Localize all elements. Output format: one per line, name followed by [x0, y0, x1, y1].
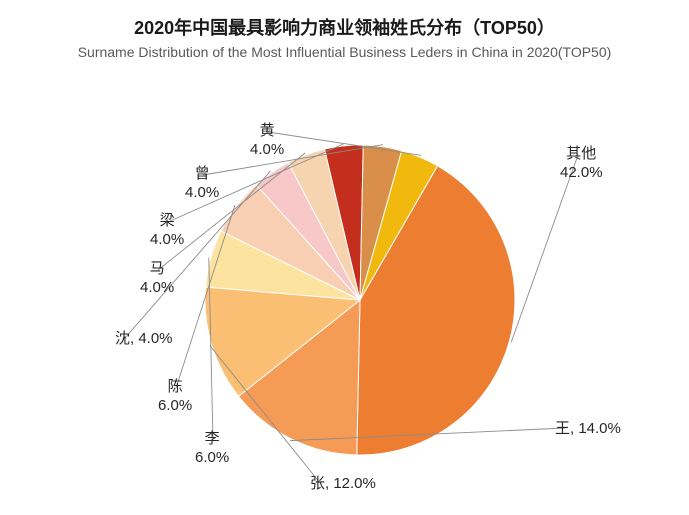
- slice-label: 李6.0%: [195, 430, 229, 468]
- slice-label: 曾4.0%: [185, 165, 219, 203]
- slice-label: 梁4.0%: [150, 212, 184, 250]
- slice-label: 其他42.0%: [560, 145, 603, 183]
- slice-label: 沈, 4.0%: [115, 330, 173, 349]
- slice-label: 黄4.0%: [250, 122, 284, 160]
- leader-line: [511, 155, 578, 342]
- slice-label: 张, 12.0%: [310, 475, 376, 494]
- slice-label: 王, 14.0%: [555, 420, 621, 439]
- slice-label: 陈6.0%: [158, 378, 192, 416]
- chart-container: { "title_cn": "2020年中国最具影响力商业领袖姓氏分布（TOP5…: [0, 0, 689, 515]
- slice-label: 马4.0%: [140, 260, 174, 298]
